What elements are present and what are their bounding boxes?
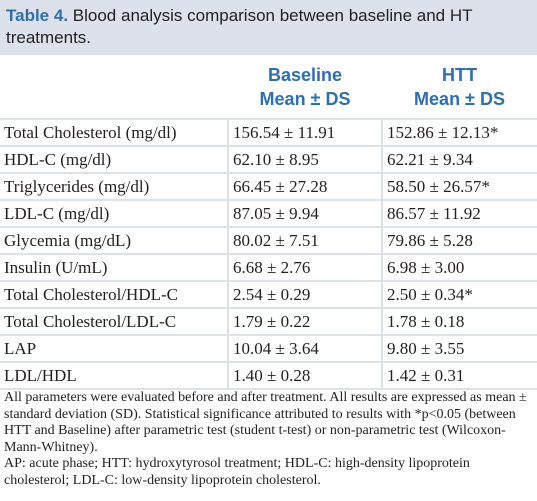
header-htt-line1: HTT [442,64,477,85]
htt-cell: 9.80 ± 3.55 [382,334,537,362]
table-row: LDL-C (mg/dl) 87.05 ± 9.94 86.57 ± 11.92 [0,199,537,227]
header-baseline: Baseline Mean ± DS [228,55,382,119]
htt-cell: 58.50 ± 26.57* [382,172,537,200]
htt-cell: 62.21 ± 9.34 [382,145,537,173]
param-cell: Total Cholesterol/LDL-C [0,307,229,335]
htt-cell: 86.57 ± 11.92 [382,199,537,227]
table-row: Total Cholesterol/HDL-C 2.54 ± 0.29 2.50 ±… [0,280,537,308]
param-cell: LDL-C (mg/dl) [0,199,229,227]
table-row: LDL/HDL 1.40 ± 0.28 1.42 ± 0.31 [0,361,537,390]
table-row: Total Cholesterol/LDL-C 1.79 ± 0.22 1.78 ±… [0,307,537,335]
table-row: HDL-C (mg/dl) 62.10 ± 8.95 62.21 ± 9.34 [0,145,537,173]
param-cell: Triglycerides (mg/dl) [0,172,229,200]
htt-cell: 1.42 ± 0.31 [382,361,537,390]
baseline-cell: 66.45 ± 27.28 [228,172,383,200]
htt-cell: 1.78 ± 0.18 [382,307,537,335]
param-cell: Total Cholesterol (mg/dl) [0,118,229,146]
table-row: Glycemia (mg/dL) 80.02 ± 7.51 79.86 ± 5.28 [0,226,537,254]
table-footnote: All parameters were evaluated before and… [4,390,532,489]
table-label: Table 4. [6,6,69,25]
table-row: LAP 10.04 ± 3.64 9.80 ± 3.55 [0,334,537,362]
table-title: Blood analysis comparison between baseli… [6,6,473,47]
param-cell: HDL-C (mg/dl) [0,145,229,173]
footnote-abbreviations: AP: acute phase; HTT: hydroxytyrosol tre… [4,456,470,488]
htt-cell: 79.86 ± 5.28 [382,226,537,254]
table-body: Total Cholesterol (mg/dl) 156.54 ± 11.91 1… [0,118,537,390]
param-cell: LAP [0,334,229,362]
header-htt-line2: Mean ± DS [414,88,505,109]
data-table-wrapper: Baseline Mean ± DS HTT Mean ± DS Total C… [0,55,537,390]
table-row: Triglycerides (mg/dl) 66.45 ± 27.28 58.50 … [0,172,537,200]
baseline-cell: 62.10 ± 8.95 [228,145,383,173]
blood-analysis-table: Baseline Mean ± DS HTT Mean ± DS Total C… [0,55,537,390]
htt-cell: 2.50 ± 0.34* [382,280,537,308]
htt-cell: 152.86 ± 12.13* [382,118,537,146]
baseline-cell: 1.40 ± 0.28 [228,361,383,390]
header-baseline-line1: Baseline [267,64,343,85]
param-cell: Total Cholesterol/HDL-C [0,280,229,308]
baseline-cell: 156.54 ± 11.91 [228,118,383,146]
htt-cell: 6.98 ± 3.00 [382,253,537,281]
header-parameter [0,55,228,119]
header-htt: HTT Mean ± DS [382,55,537,119]
table-row: Insulin (U/mL) 6.68 ± 2.76 6.98 ± 3.00 [0,253,537,281]
table-caption: Table 4. Blood analysis comparison betwe… [0,0,537,55]
baseline-cell: 10.04 ± 3.64 [228,334,383,362]
baseline-cell: 1.79 ± 0.22 [228,307,383,335]
baseline-cell: 2.54 ± 0.29 [228,280,383,308]
baseline-cell: 87.05 ± 9.94 [228,199,383,227]
table-row: Total Cholesterol (mg/dl) 156.54 ± 11.91 1… [0,118,537,146]
param-cell: Glycemia (mg/dL) [0,226,229,254]
header-baseline-line2: Mean ± DS [259,88,351,109]
table-header: Baseline Mean ± DS HTT Mean ± DS [0,55,537,119]
baseline-cell: 80.02 ± 7.51 [228,226,383,254]
param-cell: LDL/HDL [0,361,229,390]
param-cell: Insulin (U/mL) [0,253,229,281]
baseline-cell: 6.68 ± 2.76 [228,253,383,281]
footnote-statistics: All parameters were evaluated before and… [4,390,527,455]
